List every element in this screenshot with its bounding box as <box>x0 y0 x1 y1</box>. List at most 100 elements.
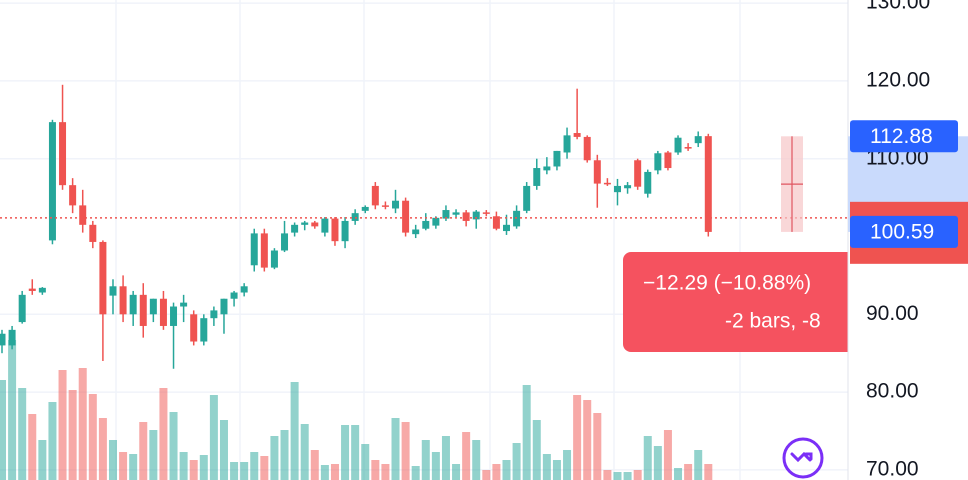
candle-body <box>392 200 400 209</box>
candle-body <box>553 150 561 167</box>
candle-body <box>402 200 410 233</box>
volume-bar <box>119 452 128 480</box>
price-axis: 70.0080.0090.00110.00120.00130.00112.881… <box>847 0 968 480</box>
candle-body <box>210 310 218 319</box>
candle-body <box>0 333 6 346</box>
candle-body <box>250 233 258 266</box>
candle-body <box>99 241 107 315</box>
scroll-button[interactable] <box>782 437 824 479</box>
scroll-icon <box>790 451 813 463</box>
candle-body <box>109 286 117 296</box>
candle-body <box>533 168 541 186</box>
candle-body <box>89 224 97 242</box>
candle-body <box>422 220 430 229</box>
volume-bar <box>663 430 672 480</box>
volume-bar <box>563 450 572 480</box>
volume-bar <box>169 412 178 480</box>
price-label-bg <box>850 120 958 153</box>
volume-bar <box>583 400 592 480</box>
volume-bar <box>361 444 370 480</box>
candle-body <box>38 287 46 293</box>
volume-bar <box>401 422 410 480</box>
volume-bar <box>270 436 279 480</box>
candle-body <box>69 185 77 206</box>
volume-bar <box>129 454 138 480</box>
volume-bar <box>0 380 6 480</box>
candle-body <box>654 153 662 171</box>
volume-bar <box>78 368 87 480</box>
volume-bar <box>603 470 612 480</box>
candle-body <box>240 286 248 293</box>
volume-bar <box>643 436 652 480</box>
volume-bar <box>230 462 239 480</box>
volume-bar <box>219 420 228 480</box>
candle-body <box>59 122 67 186</box>
volume-bar <box>189 460 198 480</box>
volume-bar <box>462 432 471 480</box>
candle-body <box>624 185 632 189</box>
volume-bar <box>38 440 47 480</box>
volume-bar <box>58 370 67 480</box>
volume-bar <box>684 464 693 480</box>
volume-bar <box>573 395 582 480</box>
candle-body <box>291 224 299 233</box>
measure-tooltip <box>623 252 848 352</box>
candle-body <box>603 182 611 185</box>
y-tick-label: 130.00 <box>866 0 930 14</box>
volume-bar <box>421 440 430 480</box>
volume-bar <box>512 443 521 480</box>
candle-body <box>503 224 510 232</box>
candle-body <box>281 233 289 251</box>
volume-bar <box>18 388 27 480</box>
volume-bar <box>452 464 461 480</box>
candle-body <box>513 210 521 227</box>
candle-body <box>48 122 56 241</box>
volume-bar <box>381 464 390 480</box>
candle-body <box>583 136 591 161</box>
volume-bar <box>613 472 622 480</box>
volume-bar <box>240 462 249 480</box>
volume-bar <box>330 464 339 480</box>
volume-bar <box>108 440 117 480</box>
volume-bar <box>48 402 57 480</box>
volume-layer <box>0 340 713 480</box>
candle-body <box>613 185 621 193</box>
candle-body <box>543 166 551 171</box>
candle-body <box>361 206 369 211</box>
candle-body <box>230 292 238 299</box>
volume-bar <box>290 382 299 480</box>
price-label-bg <box>850 215 958 248</box>
grid <box>0 0 848 480</box>
volume-bar <box>623 472 632 480</box>
y-tick-label: 120.00 <box>866 68 930 91</box>
candle-body <box>644 171 652 194</box>
volume-bar <box>522 385 531 480</box>
candle-body <box>119 286 127 315</box>
candle-body <box>593 160 601 184</box>
volume-bar <box>260 456 269 480</box>
volume-bar <box>179 452 188 480</box>
volume-bar <box>159 388 168 480</box>
price-label: 112.88 <box>870 125 933 148</box>
volume-bar <box>209 395 218 480</box>
candle-body <box>341 220 349 242</box>
volume-bar <box>199 455 208 480</box>
volume-bar <box>391 418 400 480</box>
volume-bar <box>300 424 309 480</box>
measure-bars: -2 bars, -8 <box>725 310 821 333</box>
volume-bar <box>492 464 501 480</box>
volume-bar <box>441 436 450 480</box>
volume-bar <box>68 390 77 480</box>
candle-body <box>129 294 137 315</box>
candle-body <box>704 136 712 232</box>
volume-bar <box>653 446 662 480</box>
candle-body <box>311 222 319 227</box>
price-label: 100.59 <box>870 220 934 243</box>
candle-body <box>149 298 157 315</box>
volume-bar <box>341 425 350 480</box>
candle-body <box>472 211 480 220</box>
volume-bar <box>98 418 107 480</box>
candle-body <box>270 250 278 268</box>
volume-bar <box>88 394 97 480</box>
volume-bar <box>8 340 17 480</box>
